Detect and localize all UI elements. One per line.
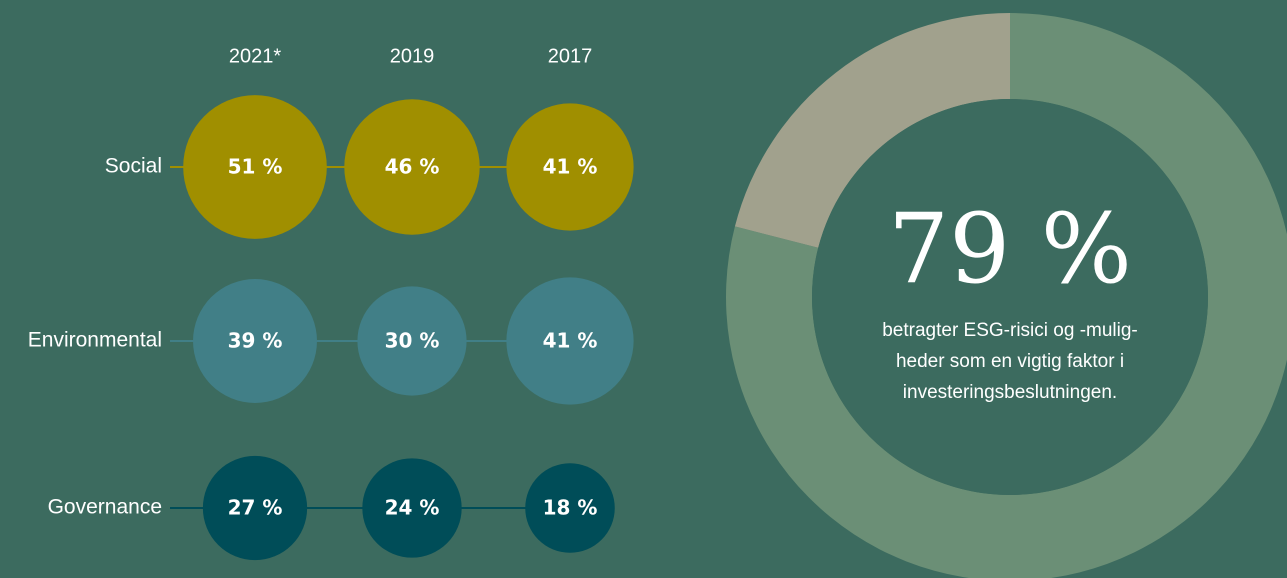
bubble-label: 41 % — [543, 155, 598, 179]
donut-segment — [734, 13, 1010, 248]
bubble — [193, 279, 317, 403]
bubble-label: 27 % — [228, 496, 283, 520]
bubble-label: 46 % — [385, 155, 440, 179]
column-header: 2021* — [229, 45, 281, 67]
donut-hole — [812, 99, 1208, 495]
bubble — [506, 277, 634, 405]
bubble — [525, 463, 615, 553]
bubble-label: 51 % — [228, 155, 283, 179]
donut-value-label: 79 % — [888, 193, 1132, 305]
donut-segment — [726, 13, 1287, 578]
column-header: 2019 — [390, 45, 435, 67]
bubble-label: 30 % — [385, 329, 440, 353]
bubble-label: 39 % — [228, 329, 283, 353]
bubble — [506, 103, 634, 231]
donut-description: investeringsbeslutningen. — [903, 382, 1117, 403]
donut-description: heder som en vigtig faktor i — [896, 351, 1124, 372]
row-label: Governance — [48, 496, 162, 519]
bubble — [202, 455, 308, 561]
bubble — [183, 95, 327, 239]
bubble — [344, 99, 480, 235]
row-label: Social — [105, 155, 162, 178]
bubble-label: 41 % — [543, 329, 598, 353]
bubble-label: 24 % — [385, 496, 440, 520]
column-header: 2017 — [548, 45, 593, 67]
bubble-label: 18 % — [543, 496, 598, 520]
donut-description: betragter ESG-risici og -mulig- — [882, 320, 1138, 341]
bubble — [357, 286, 467, 396]
bubble — [362, 458, 462, 558]
row-label: Environmental — [28, 329, 162, 352]
